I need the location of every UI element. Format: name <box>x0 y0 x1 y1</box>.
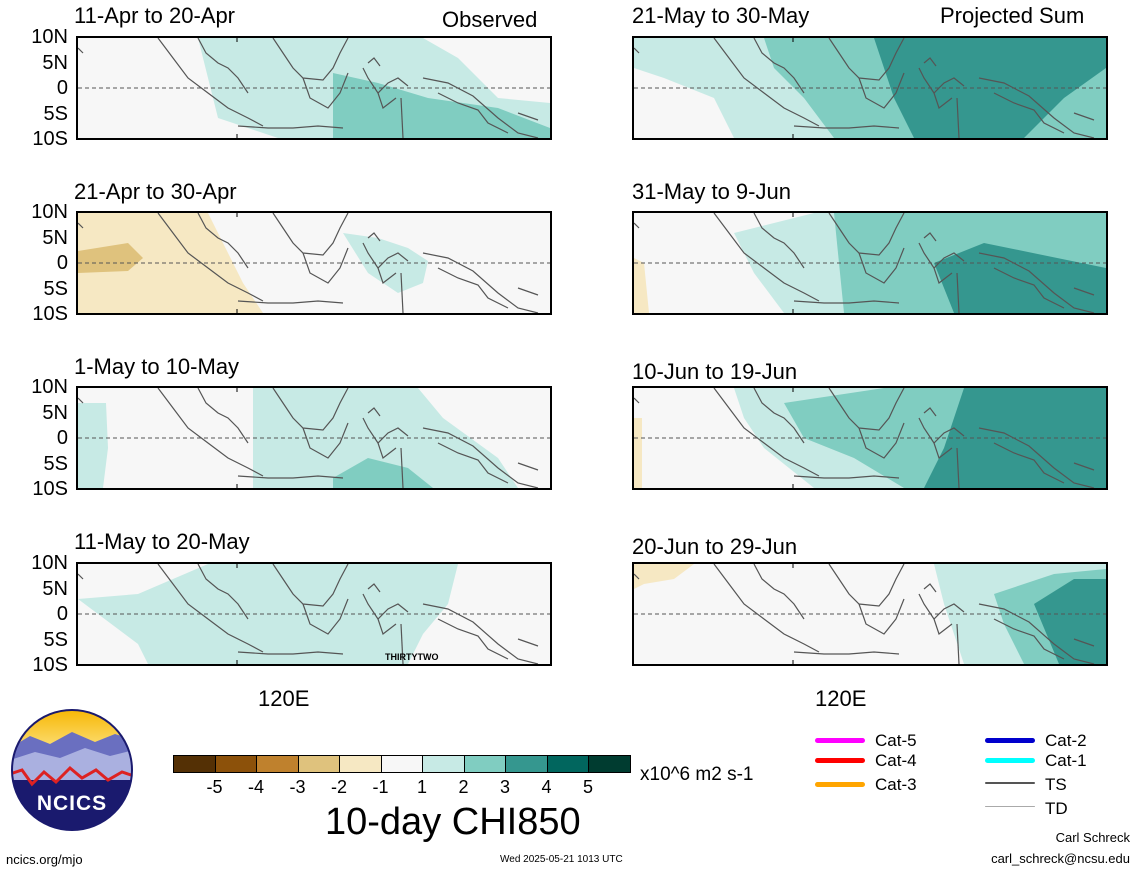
legend-line <box>985 738 1035 743</box>
lat-label: 0 <box>56 427 68 449</box>
colorbar-tick-label: 2 <box>458 777 469 797</box>
lat-label: 10N <box>31 376 68 398</box>
map-panel-projected-1 <box>632 36 1108 140</box>
colorbar-tick-label: -1 <box>372 777 389 797</box>
lat-label: 10S <box>32 128 68 150</box>
lat-label: 10N <box>31 201 68 223</box>
map-panel-projected-3 <box>632 386 1108 490</box>
map-panel-observed-1 <box>76 36 552 140</box>
colorbar-swatch <box>422 755 465 773</box>
lat-label: 10S <box>32 654 68 676</box>
lat-label: 5N <box>42 577 68 600</box>
colorbar-swatch <box>546 755 589 773</box>
map-panel-projected-2 <box>632 211 1108 315</box>
colorbar-swatch <box>505 755 548 773</box>
panel-title: 21-May to 30-May <box>632 3 810 28</box>
map-panel-observed-3 <box>76 386 552 490</box>
map-panel-observed-2 <box>76 211 552 315</box>
panel-title: 1-May to 10-May <box>74 354 240 379</box>
colorbar-swatch <box>380 755 423 773</box>
panel-title: 11-May to 20-May <box>74 529 250 554</box>
legend-line <box>815 782 865 787</box>
legend-label: Cat-4 <box>875 751 917 770</box>
panel-title: 10-Jun to 19-Jun <box>632 359 798 384</box>
panel-title: 21-Apr to 30-Apr <box>74 179 237 204</box>
colorbar-swatch <box>339 755 382 773</box>
legend-label: Cat-3 <box>875 775 917 794</box>
colorbar-swatch <box>214 755 257 773</box>
panel-title: 20-Jun to 29-Jun <box>632 534 798 559</box>
projected-header: Projected Sum <box>940 3 1085 28</box>
colorbar-swatch <box>173 755 216 773</box>
legend-line <box>815 738 865 743</box>
lat-label: 5S <box>43 277 68 300</box>
lon-label-right: 120E <box>815 686 867 711</box>
footer-email: carl_schreck@ncsu.edu <box>991 851 1130 866</box>
lat-label: 0 <box>56 603 68 625</box>
lat-label: 0 <box>56 252 68 274</box>
ncics-logo: NCICS <box>10 708 134 832</box>
colorbar-swatch <box>588 755 631 773</box>
colorbar-title: 10-day CHI850 <box>325 801 581 843</box>
legend-label: TD <box>1045 799 1068 818</box>
lat-label: 10S <box>32 478 68 500</box>
lat-label: 0 <box>56 77 68 99</box>
panel-title: 11-Apr to 20-Apr <box>74 3 236 28</box>
colorbar-tick-label: -2 <box>330 777 347 797</box>
colorbar-tick-label: -3 <box>289 777 306 797</box>
colorbar-swatch <box>463 755 506 773</box>
colorbar-tick-label: 3 <box>499 777 510 797</box>
legend-line <box>815 758 865 763</box>
legend-label: TS <box>1045 775 1067 794</box>
lat-label: 10N <box>31 26 68 48</box>
storm-label: THIRTYTWO <box>385 652 439 662</box>
lat-label: 5N <box>42 226 68 249</box>
map-panel-observed-4 <box>76 562 552 666</box>
legend-label: Cat-5 <box>875 731 917 750</box>
colorbar-tick-label: -4 <box>247 777 264 797</box>
lat-label: 10N <box>31 552 68 574</box>
legend-label: Cat-1 <box>1045 751 1087 770</box>
colorbar-tick-label: -5 <box>206 777 223 797</box>
map-panel-projected-4 <box>632 562 1108 666</box>
legend-line <box>985 806 1035 807</box>
legend-line <box>985 758 1035 763</box>
lat-label: 5N <box>42 401 68 424</box>
footer-timestamp: Wed 2025-05-21 1013 UTC <box>500 854 623 865</box>
legend-label: Cat-2 <box>1045 731 1087 750</box>
footer-author: Carl Schreck <box>1055 830 1130 845</box>
logo-text: NCICS <box>36 792 108 815</box>
colorbar-tick-label: 5 <box>582 777 593 797</box>
colorbar-tick-label: 1 <box>416 777 427 797</box>
lat-label: 5S <box>43 452 68 475</box>
panel-title: 31-May to 9-Jun <box>632 179 791 204</box>
lat-label: 5S <box>43 102 68 125</box>
colorbar-swatch <box>297 755 340 773</box>
colorbar-swatch <box>256 755 299 773</box>
observed-header: Observed <box>442 7 538 32</box>
colorbar-tick-label: 4 <box>541 777 552 797</box>
colorbar-units: x10^6 m2 s-1 <box>640 764 754 785</box>
footer-url: ncics.org/mjo <box>6 852 83 867</box>
legend-line <box>985 782 1035 784</box>
lon-label-left: 120E <box>258 686 310 711</box>
lat-label: 5S <box>43 628 68 651</box>
lat-label: 10S <box>32 303 68 325</box>
lat-label: 5N <box>42 51 68 74</box>
